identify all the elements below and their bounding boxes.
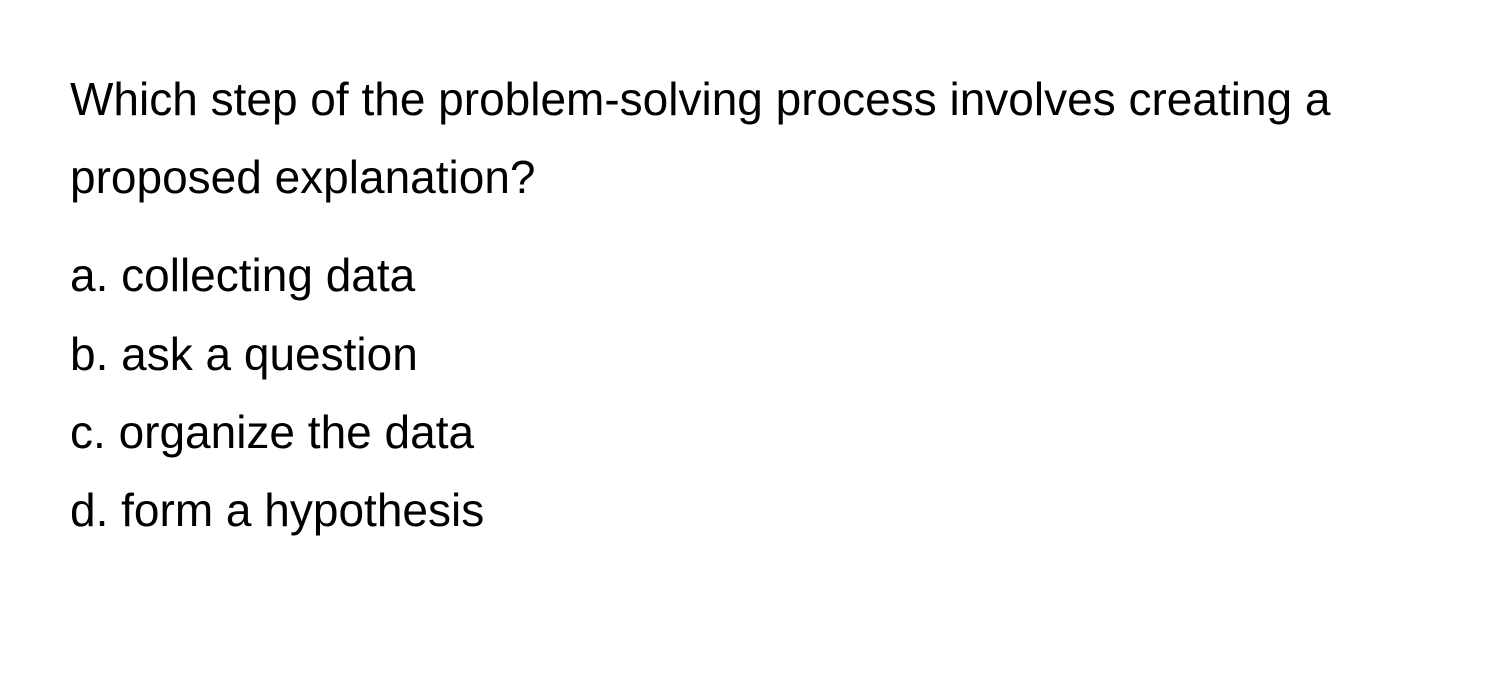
option-d: d. form a hypothesis — [70, 471, 1430, 549]
option-a-label: a. — [70, 249, 108, 301]
option-d-text: form a hypothesis — [121, 484, 484, 536]
question-prompt: Which step of the problem-solving proces… — [70, 60, 1430, 216]
option-b-label: b. — [70, 328, 108, 380]
option-c-text: organize the data — [119, 406, 475, 458]
option-b: b. ask a question — [70, 315, 1430, 393]
option-a: a. collecting data — [70, 236, 1430, 314]
option-a-text: collecting data — [121, 249, 415, 301]
option-d-label: d. — [70, 484, 108, 536]
question-container: Which step of the problem-solving proces… — [70, 60, 1430, 549]
option-c-label: c. — [70, 406, 106, 458]
option-c: c. organize the data — [70, 393, 1430, 471]
option-b-text: ask a question — [121, 328, 418, 380]
